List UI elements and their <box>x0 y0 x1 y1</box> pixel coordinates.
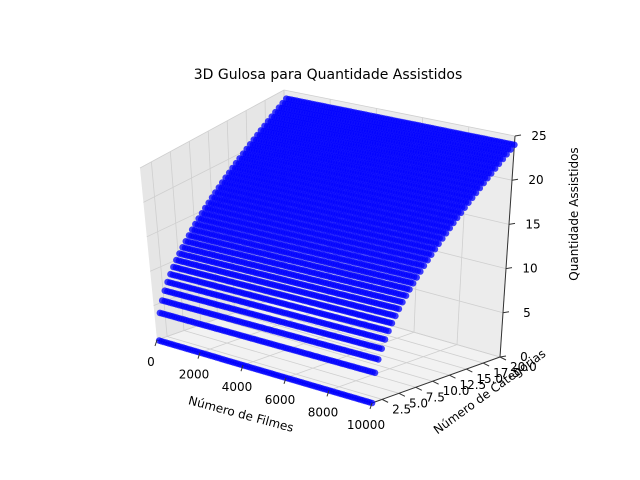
scatter-point <box>461 204 468 211</box>
scatter-point <box>375 356 382 363</box>
z-tick <box>499 355 507 358</box>
x-tick-label: 10000 <box>347 418 385 432</box>
x-tick-label: 2000 <box>179 368 210 382</box>
scatter-point <box>480 179 487 187</box>
scatter-point <box>442 230 450 237</box>
y-tick <box>449 374 456 379</box>
scatter-point <box>409 280 417 287</box>
x-tick <box>326 390 330 397</box>
y-grid-line <box>217 318 433 382</box>
z-tick <box>505 267 513 270</box>
y-axis-line <box>371 356 501 404</box>
z-tick <box>502 311 510 314</box>
z-tick-label: 20 <box>528 173 543 187</box>
z-tick-label: 5 <box>523 306 531 320</box>
x-tick <box>283 377 287 384</box>
x-tick <box>240 365 244 372</box>
y-tick-label: 5.0 <box>409 396 428 410</box>
y-grid-line <box>234 312 450 376</box>
scatter-point <box>392 312 399 320</box>
scatter-point <box>435 240 442 248</box>
y-grid-line <box>166 336 383 400</box>
x-tick-label: 8000 <box>308 405 339 419</box>
x-tick <box>369 402 373 410</box>
scatter-point <box>439 235 446 242</box>
x-grid-line <box>328 344 458 391</box>
x-tick-label: 0 <box>147 355 155 369</box>
x-tick-label: 6000 <box>265 393 296 407</box>
scatter-point <box>381 336 389 343</box>
z-tick-label: 15 <box>525 217 540 231</box>
y-grid-line <box>169 151 185 331</box>
scatter-point <box>424 256 431 264</box>
x-grid-line <box>285 331 415 379</box>
y-tick <box>432 380 439 385</box>
z-tick-label: 25 <box>531 129 546 143</box>
scatter-point <box>378 345 386 353</box>
scatter-point <box>371 369 379 377</box>
y-tick-label: 7.5 <box>426 390 445 404</box>
y-tick-label: 15.0 <box>476 372 503 386</box>
z-grid-line <box>283 89 516 137</box>
scatter-point <box>406 286 413 293</box>
z-tick <box>514 134 522 137</box>
x-tick-label: 4000 <box>222 380 253 394</box>
scatter-point <box>487 170 495 177</box>
x-tick <box>197 352 201 359</box>
y-tick <box>466 368 473 373</box>
y-tick <box>482 362 490 367</box>
z-tick <box>511 178 519 181</box>
scatter-point <box>491 165 499 172</box>
y-tick-label: 20.0 <box>510 360 537 374</box>
scatter-point <box>427 251 435 258</box>
y-tick <box>499 356 507 361</box>
z-axis-label: Quantidade Assistidos <box>567 147 581 280</box>
scatter-point <box>511 141 518 149</box>
scatter-point <box>399 298 406 306</box>
x-tick <box>154 339 158 347</box>
scatter-point <box>388 319 396 327</box>
scatter-point <box>484 174 491 182</box>
y-grid-line <box>251 306 467 370</box>
scatter-point <box>503 151 510 158</box>
scatter-point <box>465 199 472 206</box>
y-tick-label: 2.5 <box>392 402 411 416</box>
z-grid-line <box>139 89 285 169</box>
axes-ticks: 02000400060008000100002.55.07.510.012.51… <box>147 129 546 432</box>
scatter-point <box>499 155 507 163</box>
scatter-point <box>453 214 461 222</box>
scatter-point <box>402 292 410 300</box>
z-tick-label: 10 <box>522 262 537 276</box>
z-axis-line <box>499 135 516 358</box>
scatter-point <box>450 219 457 227</box>
scatter-point <box>385 327 392 335</box>
scatter-point <box>495 160 503 168</box>
y-tick-label: 17.5 <box>493 366 520 380</box>
scatter-point <box>417 268 424 275</box>
scatter-point <box>507 146 514 153</box>
y-tick <box>415 386 423 391</box>
y-grid-line <box>183 330 400 394</box>
y-tick <box>381 398 389 403</box>
scatter-point <box>431 245 439 253</box>
z-tick <box>508 222 516 225</box>
scatter-point <box>472 189 480 197</box>
y-tick <box>398 392 406 397</box>
scatter-points <box>155 95 518 407</box>
scatter-point <box>446 224 454 232</box>
scatter-point <box>413 274 421 281</box>
chart-title: 3D Gulosa para Quantidade Assistidos <box>194 67 463 83</box>
scatter-point <box>476 184 484 192</box>
y-tick-label: 10.0 <box>443 384 470 398</box>
scatter-point <box>420 262 428 270</box>
scatter-point <box>395 305 403 313</box>
y-tick-label: 12.5 <box>459 378 486 392</box>
z-tick-label: 0 <box>520 350 528 364</box>
scatter-point <box>468 194 476 202</box>
y-grid-line <box>150 161 168 337</box>
scatter-point <box>457 209 465 217</box>
